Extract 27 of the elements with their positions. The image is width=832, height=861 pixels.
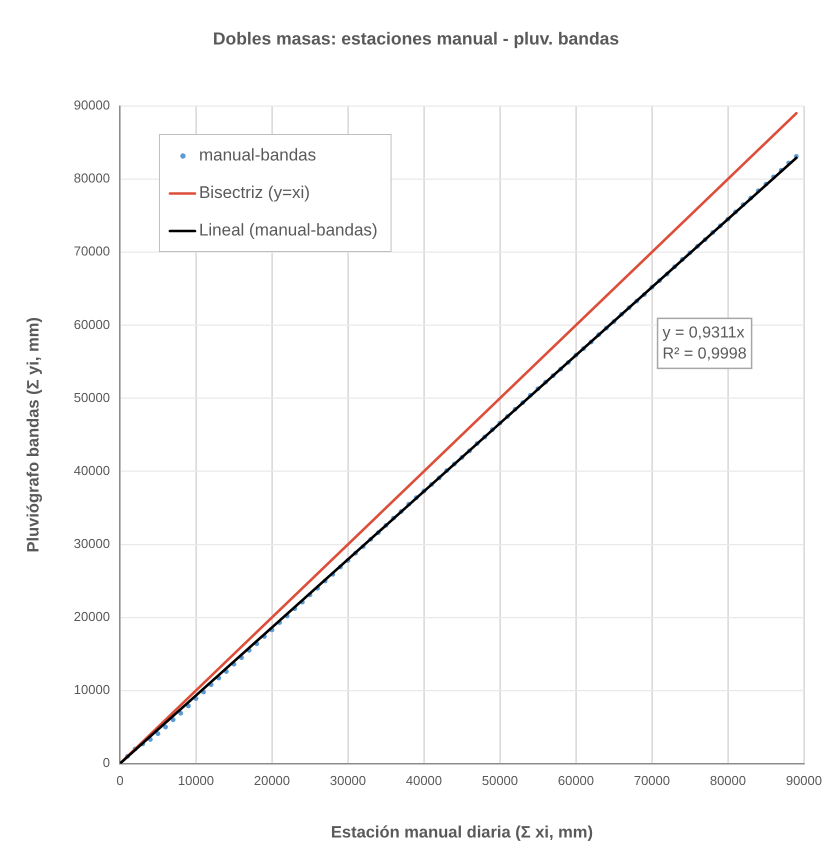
y-tick-label: 40000 [74,462,110,478]
y-tick-label: 10000 [74,682,110,698]
x-tick-label: 80000 [710,772,746,788]
y-tick-label: 50000 [74,390,110,405]
annotation: y = 0,9311x R² = 0,9998 [662,324,747,362]
x-tick-label: 70000 [634,772,670,788]
x-tick-label: 40000 [406,772,442,788]
x-tick-label: 50000 [482,772,518,788]
x-tick-label: 20000 [254,772,290,788]
x-tick-label: 30000 [330,772,366,788]
x-tick-label: 10000 [178,772,214,788]
y-tick-label: 60000 [74,316,110,332]
y-tick-label: 70000 [74,244,110,259]
x-axis-title: Estación manual diaria (Σ xi, mm) [330,824,593,842]
legend-label: manual-bandas [198,146,316,165]
y-axis-title: Pluviógrafo bandas (Σ yi, mm) [24,317,42,553]
y-tick-label: 80000 [74,170,110,186]
y-tick-label: 20000 [74,609,110,624]
y-tick-label: 0 [102,755,110,770]
chart-title: Dobles masas: estaciones manual - pluv. bandas [212,28,620,48]
legend-label: Bisectriz (y=xi) [198,183,310,202]
y-tick-label: 90000 [74,98,110,113]
x-tick-label: 90000 [786,772,822,788]
x-tick-label: 60000 [558,772,594,788]
x-tick-label: 0 [116,772,124,788]
legend-label: Lineal (manual-bandas) [198,220,378,240]
y-tick-label: 30000 [74,536,110,551]
